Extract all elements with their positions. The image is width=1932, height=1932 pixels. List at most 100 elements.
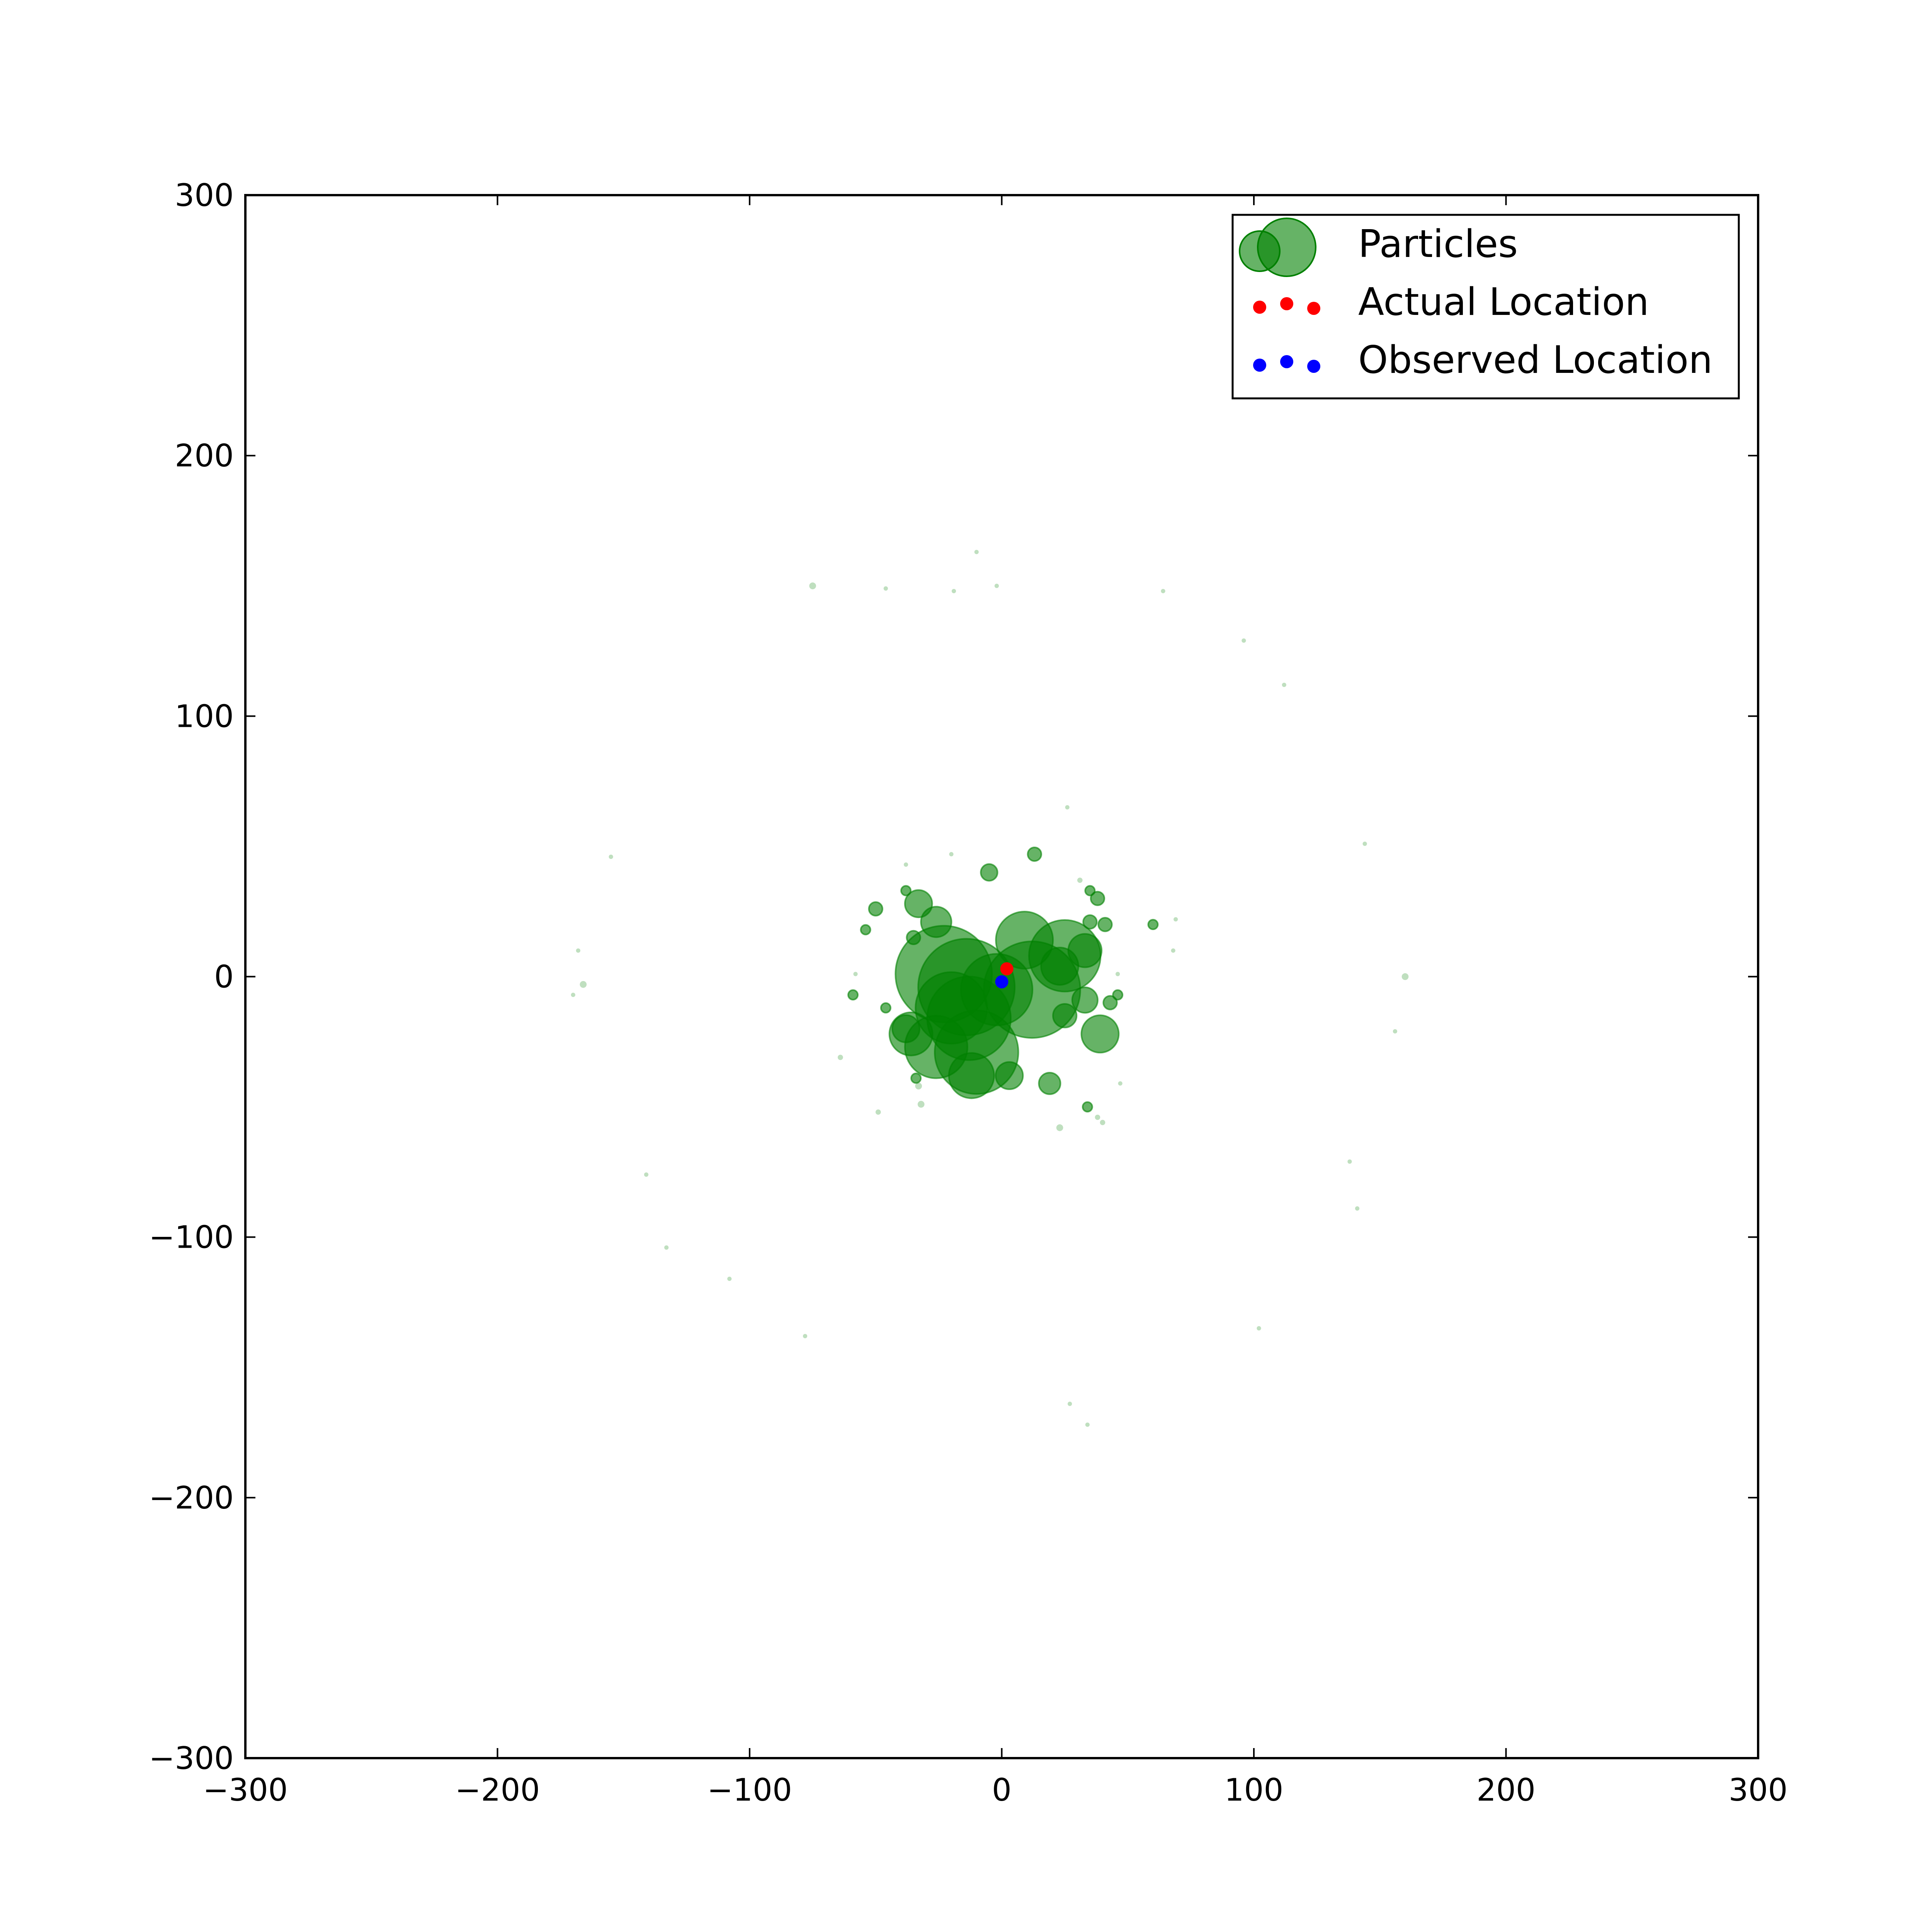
particle-point [949, 852, 954, 857]
particle-point [1065, 805, 1070, 810]
particle-point [1242, 638, 1246, 643]
particle-point [1071, 986, 1099, 1014]
particle-point [948, 1052, 995, 1099]
legend-label-actual-location: Actual Location [1358, 280, 1649, 324]
legend-entry-observed-location: Observed Location [1253, 338, 1713, 382]
particle-point [580, 981, 587, 988]
actual-location-point [1000, 962, 1014, 976]
particle-point [1257, 1326, 1261, 1331]
x-tick-label: 100 [1225, 1772, 1284, 1808]
particle-point [1097, 917, 1113, 932]
particle-point [1112, 989, 1124, 1001]
legend-observed-marker [1280, 355, 1293, 368]
particle-point [576, 948, 580, 953]
x-tick-label: 0 [992, 1772, 1012, 1808]
legend-entry-actual-location: Actual Location [1253, 280, 1649, 324]
particle-point [1090, 891, 1105, 906]
particle-point [904, 889, 933, 918]
particle-point [1038, 1071, 1061, 1095]
particle-point [880, 1002, 891, 1014]
particle-point [853, 972, 858, 976]
particle-point [838, 1054, 843, 1060]
particle-point [1116, 972, 1120, 976]
particle-point [951, 589, 956, 594]
particle-point [1084, 885, 1096, 896]
legend-label-observed-location: Observed Location [1358, 338, 1713, 382]
particle-point [1080, 1014, 1120, 1054]
particle-point [609, 854, 613, 859]
x-axis: −300 −200 −100 0 100 200 300 [203, 195, 1787, 1808]
particle-point [1056, 1124, 1063, 1131]
particle-point [1077, 878, 1083, 883]
y-tick-label: 200 [175, 438, 234, 474]
legend: Particles Actual Location Observed Locat… [1231, 214, 1740, 400]
particle-point [1118, 1081, 1122, 1086]
legend-actual-marker [1307, 302, 1320, 315]
particle-point [1095, 1114, 1100, 1120]
y-tick-label: −300 [149, 1740, 234, 1776]
particle-point [1147, 919, 1159, 930]
particle-point [1393, 1029, 1397, 1034]
particle-point [1362, 842, 1367, 846]
legend-observed-marker [1253, 359, 1266, 372]
particle-point [1173, 917, 1178, 922]
particle-point [1161, 589, 1165, 594]
particle-point [860, 924, 871, 935]
particle-point [1068, 1401, 1072, 1406]
legend-entry-particles: Particles [1239, 218, 1518, 277]
particle-point [644, 1172, 649, 1177]
particle-point [974, 550, 979, 554]
observed-location-point [995, 975, 1009, 988]
x-tick-label: −200 [455, 1772, 540, 1808]
x-tick-label: 300 [1729, 1772, 1788, 1808]
x-tick-label: −300 [203, 1772, 288, 1808]
particle-point [1100, 1120, 1105, 1125]
x-tick-label: 200 [1476, 1772, 1536, 1808]
locations-layer [995, 962, 1014, 988]
particle-point [920, 906, 952, 938]
particle-point [875, 1109, 881, 1115]
particle-point [917, 1101, 925, 1108]
y-tick-label: −100 [149, 1219, 234, 1255]
y-tick-label: −200 [149, 1480, 234, 1516]
particle-point [915, 1082, 922, 1090]
legend-actual-marker [1253, 301, 1266, 314]
particle-point [1102, 995, 1118, 1010]
particle-point [1082, 914, 1098, 930]
particle-point [891, 1014, 920, 1043]
y-tick-label: 300 [175, 177, 234, 213]
particle-point [1052, 1003, 1078, 1029]
particle-point [1067, 933, 1103, 968]
legend-particles-marker-large [1257, 218, 1316, 277]
particle-point [906, 930, 921, 946]
particle-point [995, 911, 1054, 970]
particle-point [727, 1276, 732, 1281]
particle-point [809, 582, 816, 590]
particle-point [910, 1072, 922, 1084]
particle-point [664, 1245, 669, 1250]
particle-point [1171, 948, 1175, 953]
particle-point [960, 953, 1034, 1026]
particle-point [1027, 846, 1043, 862]
particle-point [994, 583, 999, 588]
particle-point [900, 885, 912, 896]
particle-point [1347, 1159, 1352, 1164]
particle-point [1401, 973, 1409, 980]
particle-point [1282, 682, 1286, 687]
particle-point [883, 586, 888, 591]
particle-point [803, 1334, 808, 1338]
y-axis: −300 −200 −100 0 100 200 300 [149, 177, 1758, 1776]
particle-point [903, 862, 908, 867]
particle-point [980, 863, 998, 882]
y-tick-label: 100 [175, 698, 234, 734]
particle-point [571, 993, 575, 997]
legend-label-particles: Particles [1358, 222, 1518, 266]
particle-point [868, 901, 883, 917]
particle-point [1355, 1206, 1360, 1211]
particle-point [995, 1061, 1024, 1090]
particle-point [1085, 1422, 1090, 1427]
legend-observed-marker [1307, 360, 1320, 373]
particle-point [847, 989, 859, 1001]
y-tick-label: 0 [214, 959, 234, 995]
